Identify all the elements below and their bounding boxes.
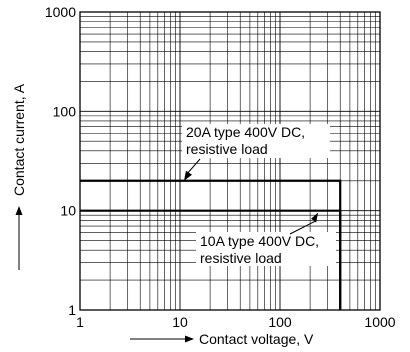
y-tick-label: 1000 xyxy=(45,4,76,20)
annotation-text: 20A type 400V DC, xyxy=(186,124,305,140)
annotation-arrow xyxy=(187,158,201,174)
series-line-2 xyxy=(80,209,342,310)
y-tick-label: 1 xyxy=(68,302,76,318)
annotation-bg xyxy=(182,124,330,158)
annotation-text: resistive load xyxy=(186,141,268,157)
y-tick-label: 100 xyxy=(53,103,77,119)
series-layer xyxy=(80,179,342,310)
annotation-arrowhead xyxy=(184,170,192,181)
y-axis-arrow xyxy=(15,206,23,270)
annotation-bg xyxy=(196,232,336,266)
annotation-arrowhead xyxy=(311,212,319,223)
y-tick-label: 10 xyxy=(60,203,76,219)
plot-frame xyxy=(79,11,381,311)
annotation-text: 10A type 400V DC, xyxy=(200,233,319,249)
x-tick-label: 100 xyxy=(268,314,292,330)
tick-labels: 1 10 100 1000 1 10 100 1000 xyxy=(45,4,396,330)
x-tick-label: 1 xyxy=(76,314,84,330)
annotation-text: resistive load xyxy=(200,250,282,266)
annotation-arrow xyxy=(289,220,317,235)
x-tick-label: 1000 xyxy=(364,314,395,330)
y-axis-label: Contact current, A xyxy=(11,83,27,196)
x-axis-label: Contact voltage, V xyxy=(199,331,314,347)
x-tick-label: 10 xyxy=(172,314,188,330)
x-axis-arrow xyxy=(130,335,194,343)
